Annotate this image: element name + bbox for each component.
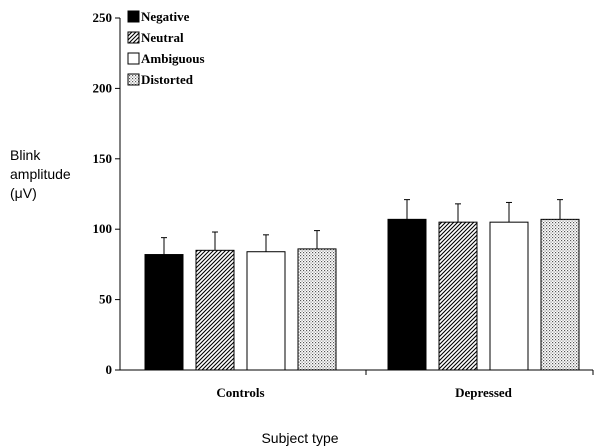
legend: Negative Neutral Ambiguous Distorted xyxy=(127,9,205,87)
legend-label: Neutral xyxy=(141,30,184,45)
bar-distorted xyxy=(540,218,580,371)
bar-ambiguous xyxy=(246,251,286,371)
y-tick-label: 50 xyxy=(99,292,112,307)
y-axis-label-line-1: Blink xyxy=(10,147,41,163)
y-axis-label-line-2: amplitude xyxy=(10,166,71,182)
bar-negative xyxy=(387,218,427,371)
bars xyxy=(144,199,580,371)
bar-neutral xyxy=(438,221,478,371)
y-axis-label: Blink amplitude (μV) xyxy=(10,146,71,203)
legend-swatch-ambiguous xyxy=(127,52,140,65)
legend-label: Negative xyxy=(141,9,190,24)
bar-distorted xyxy=(297,248,337,371)
x-category-label: Depressed xyxy=(455,385,513,400)
axes: 0 50 100 150 200 250 Controls Depressed xyxy=(93,10,594,400)
bar-ambiguous xyxy=(489,221,529,371)
x-category-label: Controls xyxy=(216,385,264,400)
x-axis-label: Subject type xyxy=(261,430,339,446)
legend-label: Distorted xyxy=(141,72,194,87)
legend-swatch-distorted xyxy=(127,73,140,86)
legend-swatch-neutral xyxy=(127,31,140,44)
bar-negative xyxy=(144,254,184,371)
legend-swatch-negative xyxy=(127,10,140,23)
y-axis-label-line-3: (μV) xyxy=(10,185,37,201)
y-tick-label: 0 xyxy=(106,362,113,377)
legend-label: Ambiguous xyxy=(141,51,205,66)
y-tick-label: 250 xyxy=(93,10,113,25)
y-tick-label: 100 xyxy=(93,221,113,236)
y-tick-label: 150 xyxy=(93,151,113,166)
bar-neutral xyxy=(195,249,235,371)
y-tick-label: 200 xyxy=(93,80,113,95)
